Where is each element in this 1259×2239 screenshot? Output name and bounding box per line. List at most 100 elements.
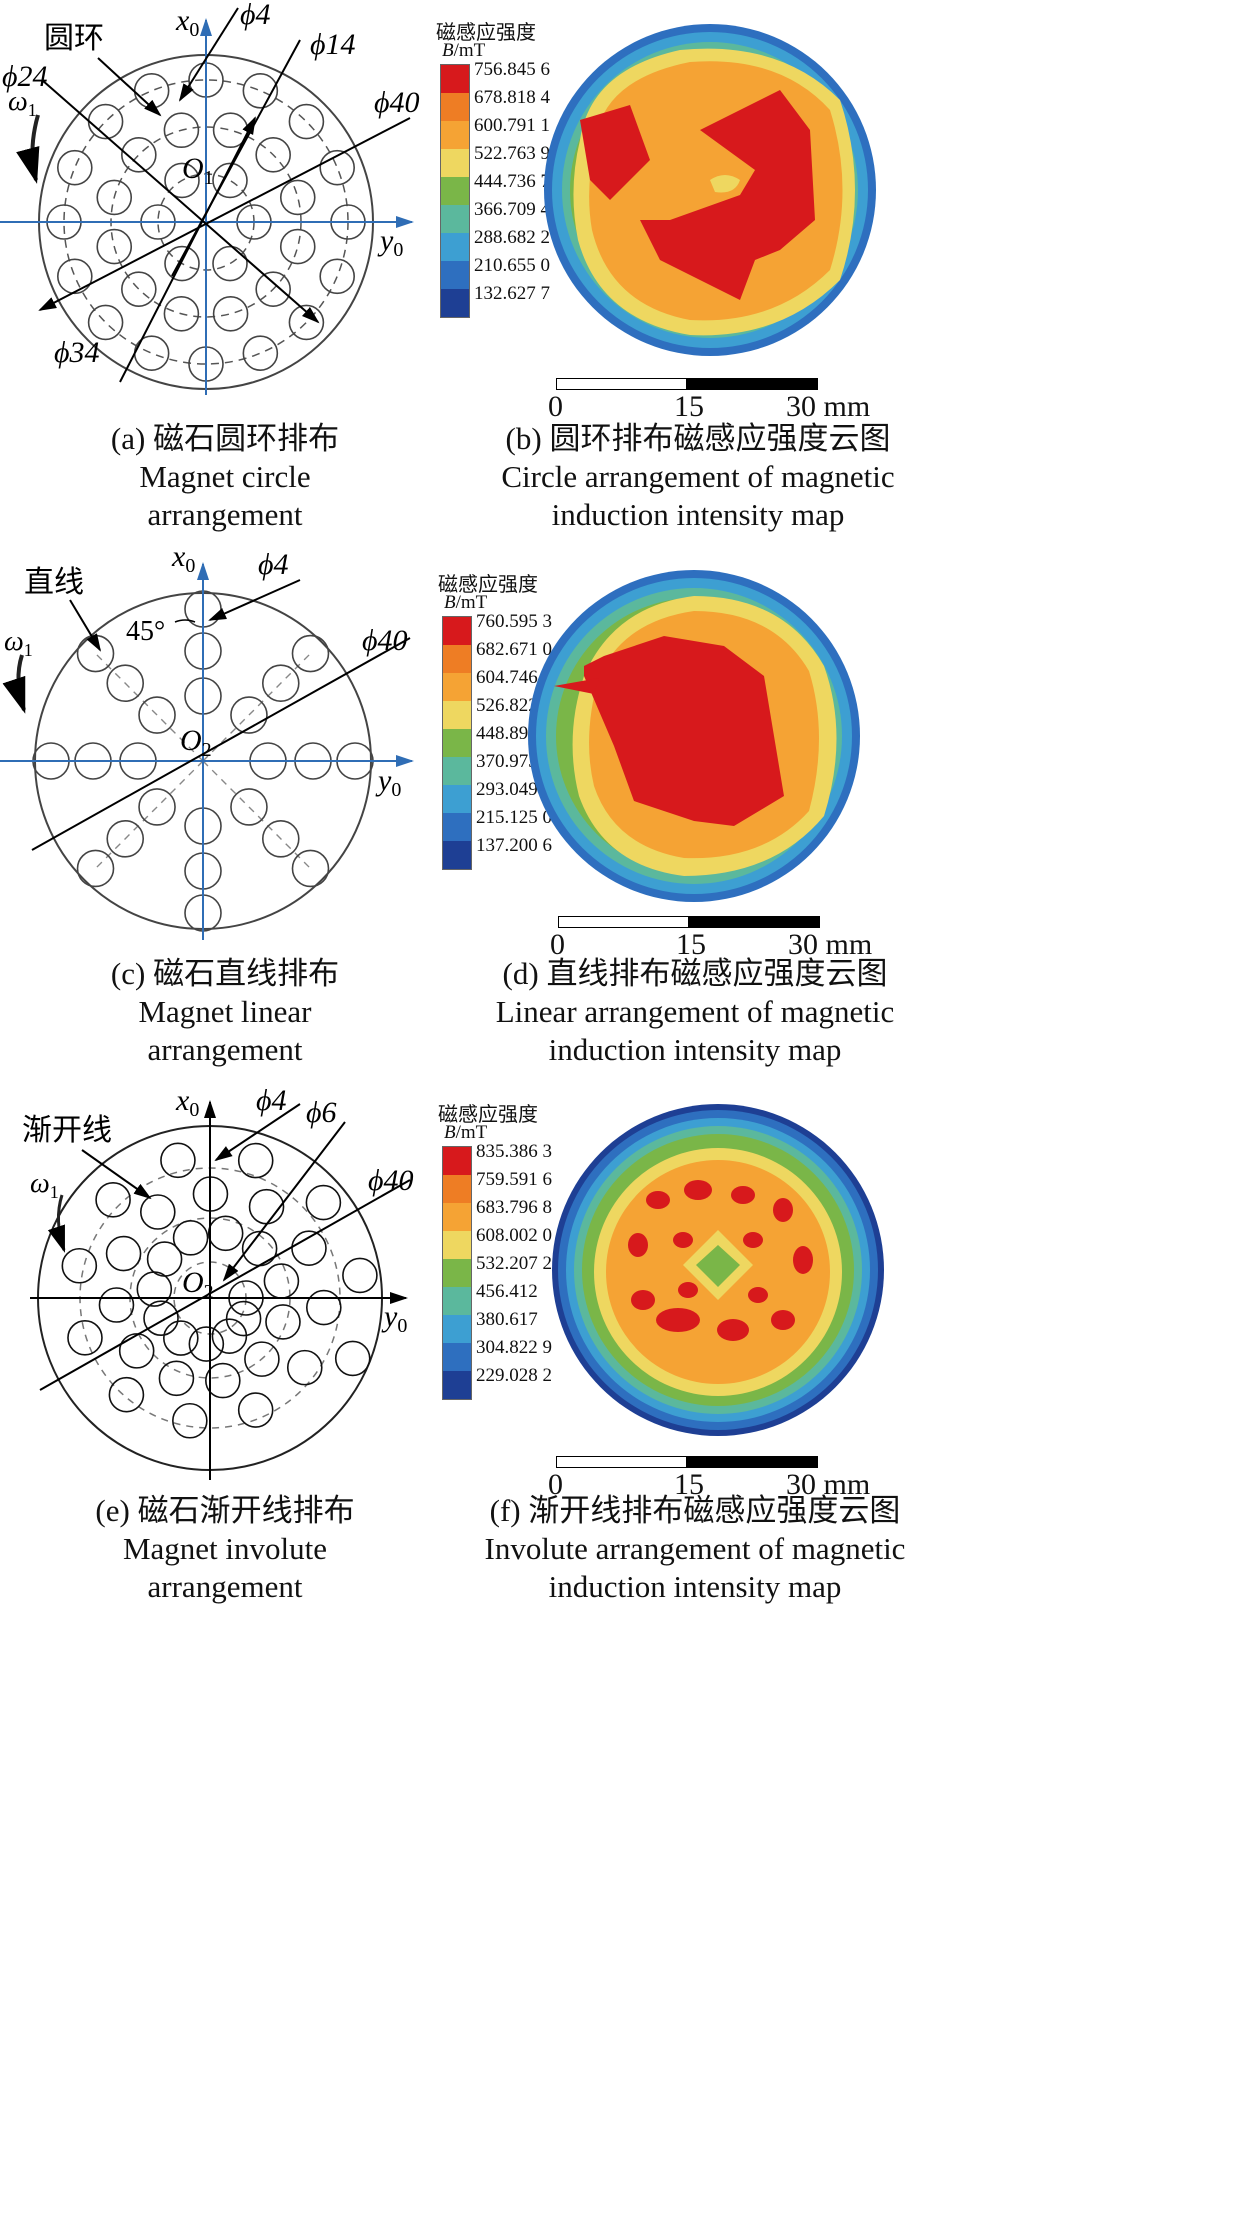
label-leader (69, 599, 102, 652)
angle-label: 45° (126, 616, 165, 647)
caption-e: (e) 磁石渐开线排布 Magnet involute arrangement (95, 1493, 355, 1604)
x0-label: x0 (171, 540, 195, 577)
dim-line-40 (31, 637, 411, 851)
magnet-group (46, 62, 366, 382)
magnet-circle (121, 271, 157, 307)
legend-value-1: 835.386 3 (476, 1141, 552, 1162)
legend-value-4: 608.002 0 (476, 1225, 552, 1246)
origin-label: O1 (182, 152, 214, 189)
dim-label-4: ϕ4 (256, 1084, 287, 1117)
magnet-circle (105, 1235, 142, 1272)
rotation-arrow (47, 1194, 66, 1253)
involute-label: 渐开线 (22, 1114, 112, 1147)
magnet-group (61, 1142, 378, 1439)
scale-bar-b: 0 15 30 mm (548, 378, 870, 428)
magnet-circle (207, 1215, 244, 1252)
omega-label: ω1 (30, 1168, 59, 1202)
y0-label: y0 (375, 764, 401, 801)
legend-value-8: 304.822 9 (476, 1337, 552, 1358)
caption-a: (a) 磁石圆环排布 Magnet circle arrangement (110, 421, 340, 532)
magnet-circle (67, 1319, 103, 1356)
scale-tick-15: 15 (674, 390, 704, 423)
magnet-circle (212, 162, 248, 199)
legend-value-4: 522.763 9 (474, 143, 550, 164)
label-leader (97, 57, 162, 117)
magnet-circle (242, 335, 279, 371)
legend-value-7: 380.617 (476, 1309, 538, 1330)
legend-value-2: 682.671 0 (476, 639, 552, 660)
magnet-circle (288, 103, 325, 140)
magnet-circle (212, 295, 249, 332)
magnet-circle (188, 1326, 225, 1362)
magnet-circle (163, 112, 200, 149)
magnet-circle (160, 1142, 196, 1179)
legend-value-9: 229.028 2 (476, 1365, 552, 1386)
magnet-circle (261, 664, 300, 703)
legend-title: 磁感应强度 (438, 1102, 538, 1126)
scale-tick-30: 30 mm (786, 390, 871, 423)
magnet-circle (108, 1376, 145, 1413)
magnet-circle (96, 228, 133, 265)
scale-tick-30: 30 mm (788, 928, 873, 961)
angle-arc (174, 619, 196, 623)
scale-tick-15: 15 (676, 928, 706, 961)
magnet-circle (163, 1320, 199, 1356)
legend-value-8: 210.655 0 (474, 255, 550, 276)
caption-b: (b) 圆环排布磁感应强度云图 Circle arrangement of ma… (501, 421, 895, 532)
intensity-map-f (552, 1104, 884, 1436)
legend-value-7: 293.049 3 (476, 779, 552, 800)
y0-label: y0 (381, 1300, 407, 1337)
magnet-circle (244, 1341, 280, 1377)
magnet-circle (172, 1220, 209, 1256)
legend-value-3: 683.796 8 (476, 1197, 552, 1218)
intensity-map-b (544, 24, 876, 356)
legend-colorbar (442, 1146, 472, 1400)
magnet-circle (237, 1392, 274, 1428)
magnet-circle (143, 1300, 179, 1337)
label-leader (81, 1149, 152, 1200)
magnet-circle (61, 1247, 98, 1284)
magnet-circle (138, 696, 176, 734)
x0-label: x0 (175, 1084, 199, 1121)
magnet-circle (164, 245, 200, 282)
magnet-circle (265, 1304, 301, 1340)
dim-line-4 (208, 579, 301, 621)
caption-d: (d) 直线排布磁感应强度云图 Linear arrangement of ma… (495, 956, 895, 1067)
magnet-circle (87, 304, 124, 341)
rotation-arrow (2, 654, 26, 714)
legend-value-2: 759.591 6 (476, 1169, 552, 1190)
legend-title: 磁感应强度 (438, 572, 538, 596)
magnet-circle (255, 137, 291, 173)
legend-value-9: 132.627 7 (474, 283, 550, 304)
magnet-circle (57, 149, 93, 186)
y0-label: y0 (377, 224, 403, 261)
magnet-circle (163, 295, 200, 332)
magnet-circle (288, 304, 325, 341)
magnet-circle (136, 1271, 173, 1307)
magnet-circle (305, 1184, 342, 1221)
intensity-map-d (528, 570, 860, 902)
magnet-circle (242, 73, 279, 109)
dim-label-14: ϕ14 (310, 28, 356, 61)
legend-unit: B/mT (444, 1122, 488, 1143)
dim-label-24: ϕ24 (2, 60, 48, 93)
magnet-circle (263, 1263, 300, 1299)
dim-label-4: ϕ4 (258, 548, 289, 581)
legend-value-7: 288.682 2 (474, 227, 550, 248)
dim-label-40: ϕ40 (362, 624, 408, 657)
scale-bar-d: 0 15 30 mm (550, 916, 872, 966)
magnet-circle (334, 1340, 371, 1377)
magnet-circle (255, 271, 291, 307)
magnet-circle (95, 1181, 131, 1218)
magnet-circle (96, 179, 133, 216)
dim-label-40: ϕ40 (368, 1164, 414, 1197)
dim-label-6: ϕ6 (306, 1096, 337, 1129)
magnet-circle (319, 149, 355, 186)
magnet-circle (230, 696, 268, 734)
magnet-circle (286, 1349, 323, 1386)
magnet-circle (291, 634, 330, 673)
dim-line-24 (41, 79, 320, 324)
origin-label: O2 (180, 724, 212, 761)
magnet-circle (279, 179, 316, 216)
magnet-circle (106, 664, 145, 703)
